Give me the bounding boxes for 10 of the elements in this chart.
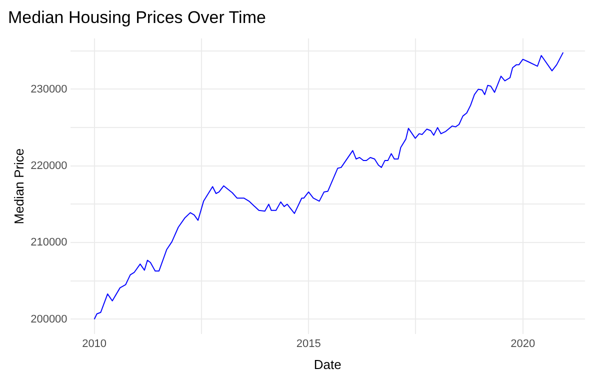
y-tick-label: 220000 bbox=[30, 160, 68, 172]
y-tick-label: 200000 bbox=[30, 313, 68, 326]
x-tick-label: 2015 bbox=[296, 338, 321, 350]
x-axis-title: Date bbox=[314, 356, 342, 372]
x-tick-label: 2020 bbox=[510, 338, 536, 350]
y-tick-label: 210000 bbox=[30, 236, 68, 249]
y-tick-label: 230000 bbox=[30, 83, 68, 96]
x-tick-label: 2010 bbox=[82, 338, 107, 350]
y-axis-title: Median Price bbox=[11, 148, 26, 224]
chart-title: Median Housing Prices Over Time bbox=[8, 8, 266, 27]
